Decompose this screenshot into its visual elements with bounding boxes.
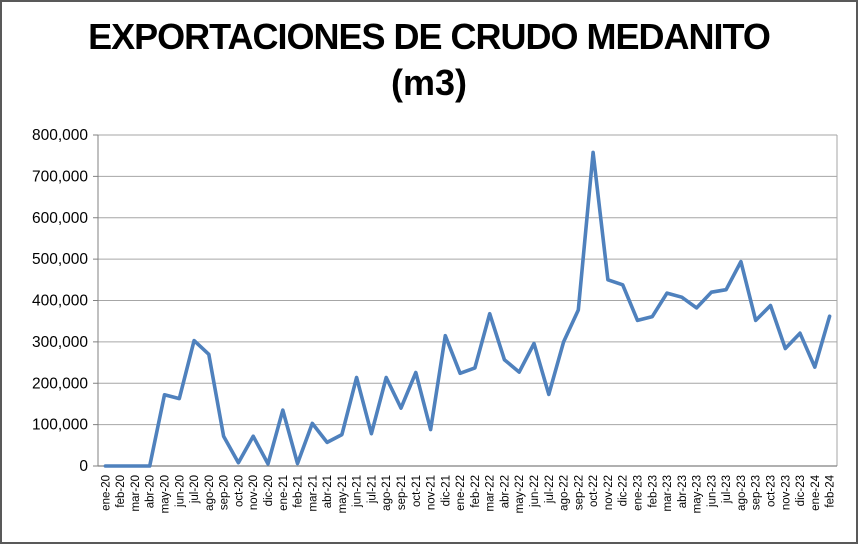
x-axis-label: ene-21 [278,475,290,511]
chart-title-line1: EXPORTACIONES DE CRUDO MEDANITO [88,16,771,57]
x-axis-label: abr-22 [499,475,511,508]
x-axis-label: jul-20 [189,475,201,504]
x-axis-label: feb-23 [647,475,659,508]
x-axis-label: jun-23 [706,475,718,508]
x-axis-label: may-23 [692,475,704,513]
x-axis-label: abr-21 [322,475,334,508]
x-axis-label: nov-23 [780,475,792,510]
y-axis-label: 0 [79,458,88,475]
x-axis-label: may-21 [337,475,349,513]
x-axis-label: ene-23 [632,475,644,511]
y-axis-label: 300,000 [32,334,88,351]
x-axis-label: ago-23 [736,475,748,511]
x-axis-label: may-20 [160,475,172,513]
x-axis-label: jun-20 [174,475,186,508]
y-axis-label: 700,000 [32,168,88,185]
x-axis-label: oct-20 [233,475,245,507]
x-axis-label: sep-23 [751,475,763,510]
x-axis-label: mar-20 [130,475,142,511]
x-axis-label: mar-23 [662,475,674,511]
x-axis-label: mar-22 [485,475,497,511]
chart-title-line2: (m3) [390,62,467,103]
x-axis-label: nov-22 [603,475,615,510]
x-axis-label: oct-22 [588,475,600,507]
x-axis-label: sep-22 [573,475,585,510]
x-axis-label: nov-21 [426,475,438,510]
x-axis-label: jun-22 [529,475,541,508]
y-axis-label: 400,000 [32,293,88,310]
x-axis-label: feb-24 [825,474,837,507]
x-axis-label: abr-20 [145,475,157,508]
x-axis-label: ago-21 [381,475,393,511]
x-axis-label: dic-21 [440,475,452,506]
x-axis-label: ene-20 [100,475,112,511]
x-axis-label: oct-21 [411,475,423,507]
x-axis-label: feb-22 [470,475,482,508]
x-axis-label: ago-20 [204,475,216,511]
x-axis-label: sep-21 [396,475,408,510]
x-axis-label: ene-24 [810,474,822,510]
x-axis-label: ago-22 [559,475,571,511]
x-axis-label: may-22 [514,475,526,513]
x-axis-label: sep-20 [219,475,231,510]
x-axis-label: dic-22 [618,475,630,506]
x-axis-label: nov-20 [248,475,260,510]
chart-title: EXPORTACIONES DE CRUDO MEDANITO (m3) [2,14,856,106]
x-axis-label: dic-23 [795,475,807,506]
data-line-series [103,150,832,468]
x-axis-label: mar-21 [307,475,319,511]
x-axis-label: dic-20 [263,475,275,506]
x-axis-label: feb-20 [115,475,127,508]
x-axis-label: jul-23 [721,475,733,504]
x-axis-label: feb-21 [293,475,305,508]
x-axis-label: abr-23 [677,475,689,508]
x-axis-label: jun-21 [352,475,364,508]
y-axis-label: 200,000 [32,375,88,392]
x-axis-label: oct-23 [765,475,777,507]
x-axis-label: jul-22 [544,475,556,504]
y-axis-label: 600,000 [32,210,88,227]
y-axis-label: 500,000 [32,251,88,268]
y-axis-label: 800,000 [32,127,88,144]
x-axis-label: jul-21 [366,475,378,504]
y-axis-label: 100,000 [32,417,88,434]
x-axis-label: ene-22 [455,475,467,511]
